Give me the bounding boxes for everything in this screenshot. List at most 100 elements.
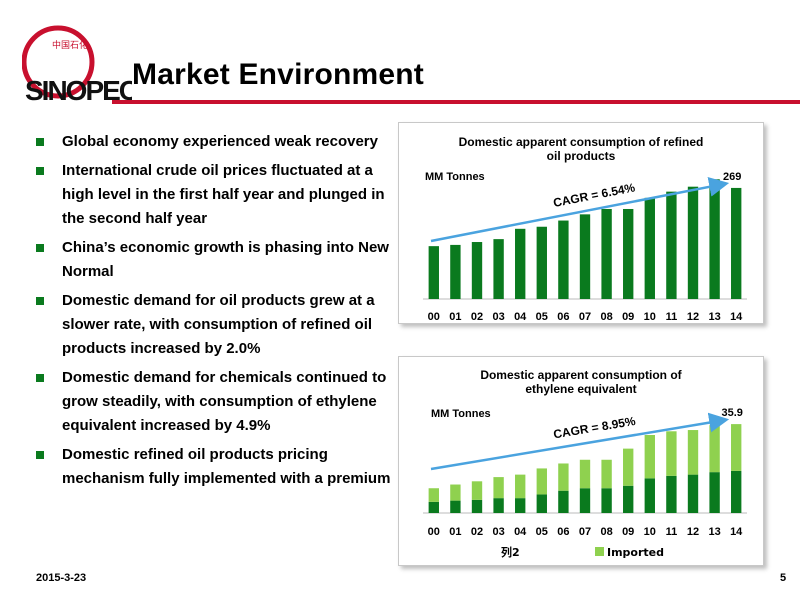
x-tick-label: 05 [536, 311, 548, 323]
bullet-list: Global economy experienced weak recovery… [36, 130, 391, 496]
bullet-marker [36, 374, 44, 382]
bar [471, 481, 483, 500]
legend-label: 列2 [501, 545, 520, 559]
unit-label: MM Tonnes [431, 408, 491, 420]
bar [428, 488, 439, 502]
chart-ethylene: Domestic apparent consumption of ethylene… [398, 356, 764, 566]
bullet-marker [36, 297, 44, 305]
bar [731, 470, 742, 513]
bullet-item: Domestic demand for oil products grew at… [36, 289, 391, 361]
bar [558, 220, 569, 299]
x-tick-label: 13 [708, 526, 720, 538]
x-tick-label: 00 [428, 311, 440, 323]
bar [515, 228, 526, 299]
x-tick-label: 05 [536, 526, 548, 538]
chart-refined-oil-svg: Domestic apparent consumption of refined… [423, 135, 747, 323]
bullet-text: Global economy experienced weak recovery [62, 133, 378, 150]
bullet-text: Domestic refined oil products pricing me… [62, 446, 391, 487]
legend-swatch [595, 547, 604, 556]
bar [644, 197, 655, 299]
x-tick-label: 07 [579, 311, 591, 323]
bullet-marker [36, 451, 44, 459]
x-tick-label: 08 [600, 311, 612, 323]
bar [579, 488, 591, 513]
x-tick-label: 12 [687, 311, 699, 323]
bar [709, 425, 720, 473]
x-tick-label: 01 [449, 311, 461, 323]
bar [428, 501, 439, 513]
unit-label: MM Tonnes [425, 171, 485, 183]
bar [493, 498, 504, 513]
bullet-marker [36, 138, 44, 146]
x-tick-label: 06 [557, 526, 569, 538]
chart-title-line: oil products [547, 149, 616, 163]
bar [601, 208, 612, 299]
bullet-item: Domestic demand for chemicals continued … [36, 366, 391, 438]
bullet-item: International crude oil prices fluctuate… [36, 159, 391, 231]
bar [579, 214, 591, 299]
bar [644, 478, 655, 513]
bar [666, 475, 677, 513]
chart-ethylene-svg: Domestic apparent consumption ofethylene… [423, 368, 747, 559]
bar [558, 463, 569, 491]
bar [666, 191, 677, 299]
x-tick-label: 02 [471, 526, 483, 538]
chart-refined-oil: Domestic apparent consumption of refined… [398, 122, 764, 324]
bar [644, 435, 655, 479]
chart-title-line: Domestic apparent consumption of refined [459, 135, 704, 149]
title-divider [112, 100, 800, 104]
bullet-item: China’s economic growth is phasing into … [36, 236, 391, 284]
x-tick-label: 14 [730, 311, 743, 323]
bar [493, 239, 504, 299]
bar [709, 179, 720, 299]
bar [666, 431, 677, 476]
data-label: 269 [723, 171, 741, 183]
bar [623, 485, 634, 513]
logo-cn-text: 中国石化 [52, 39, 88, 51]
bullet-marker [36, 167, 44, 175]
cagr-arrow [430, 176, 730, 243]
bar [623, 448, 634, 486]
bar [687, 474, 699, 513]
x-tick-label: 03 [492, 526, 504, 538]
bar [601, 488, 612, 513]
bar [601, 459, 612, 489]
x-tick-label: 01 [449, 526, 461, 538]
bar [579, 459, 591, 489]
x-tick-label: 10 [644, 526, 656, 538]
x-tick-label: 03 [492, 311, 504, 323]
bullet-item: Domestic refined oil products pricing me… [36, 443, 391, 491]
bullet-text: Domestic demand for oil products grew at… [62, 292, 375, 357]
bar [450, 244, 461, 299]
bar [731, 424, 742, 471]
bar [493, 477, 504, 499]
bar [623, 208, 634, 299]
page-number: 5 [780, 572, 787, 584]
bar [428, 246, 439, 299]
logo-ring [22, 25, 95, 99]
bullet-text: Domestic demand for chemicals continued … [62, 369, 387, 434]
bar [687, 430, 699, 475]
bar [536, 494, 547, 513]
bar [450, 500, 461, 513]
bullet-text: China’s economic growth is phasing into … [62, 239, 389, 280]
x-tick-label: 04 [514, 526, 527, 538]
page-title: Market Environment [132, 58, 424, 91]
legend-label: Imported [607, 546, 664, 559]
bar [558, 490, 569, 513]
bullet-text: International crude oil prices fluctuate… [62, 162, 385, 227]
sinopec-logo: 中国石化 SINOPEC [22, 25, 132, 106]
cagr-arrow [430, 412, 730, 471]
bullet-item: Global economy experienced weak recovery [36, 130, 391, 154]
x-tick-label: 14 [730, 526, 743, 538]
cagr-label: CAGR = 6.54% [552, 180, 637, 210]
x-tick-label: 02 [471, 311, 483, 323]
x-tick-label: 04 [514, 311, 527, 323]
bar [515, 498, 526, 513]
footer-date: 2015-3-23 [36, 572, 87, 584]
x-tick-label: 00 [428, 526, 440, 538]
data-label: 35.9 [721, 407, 742, 419]
chart-title-line: Domestic apparent consumption of [480, 368, 682, 382]
bar [536, 226, 547, 299]
x-tick-label: 09 [622, 526, 634, 538]
